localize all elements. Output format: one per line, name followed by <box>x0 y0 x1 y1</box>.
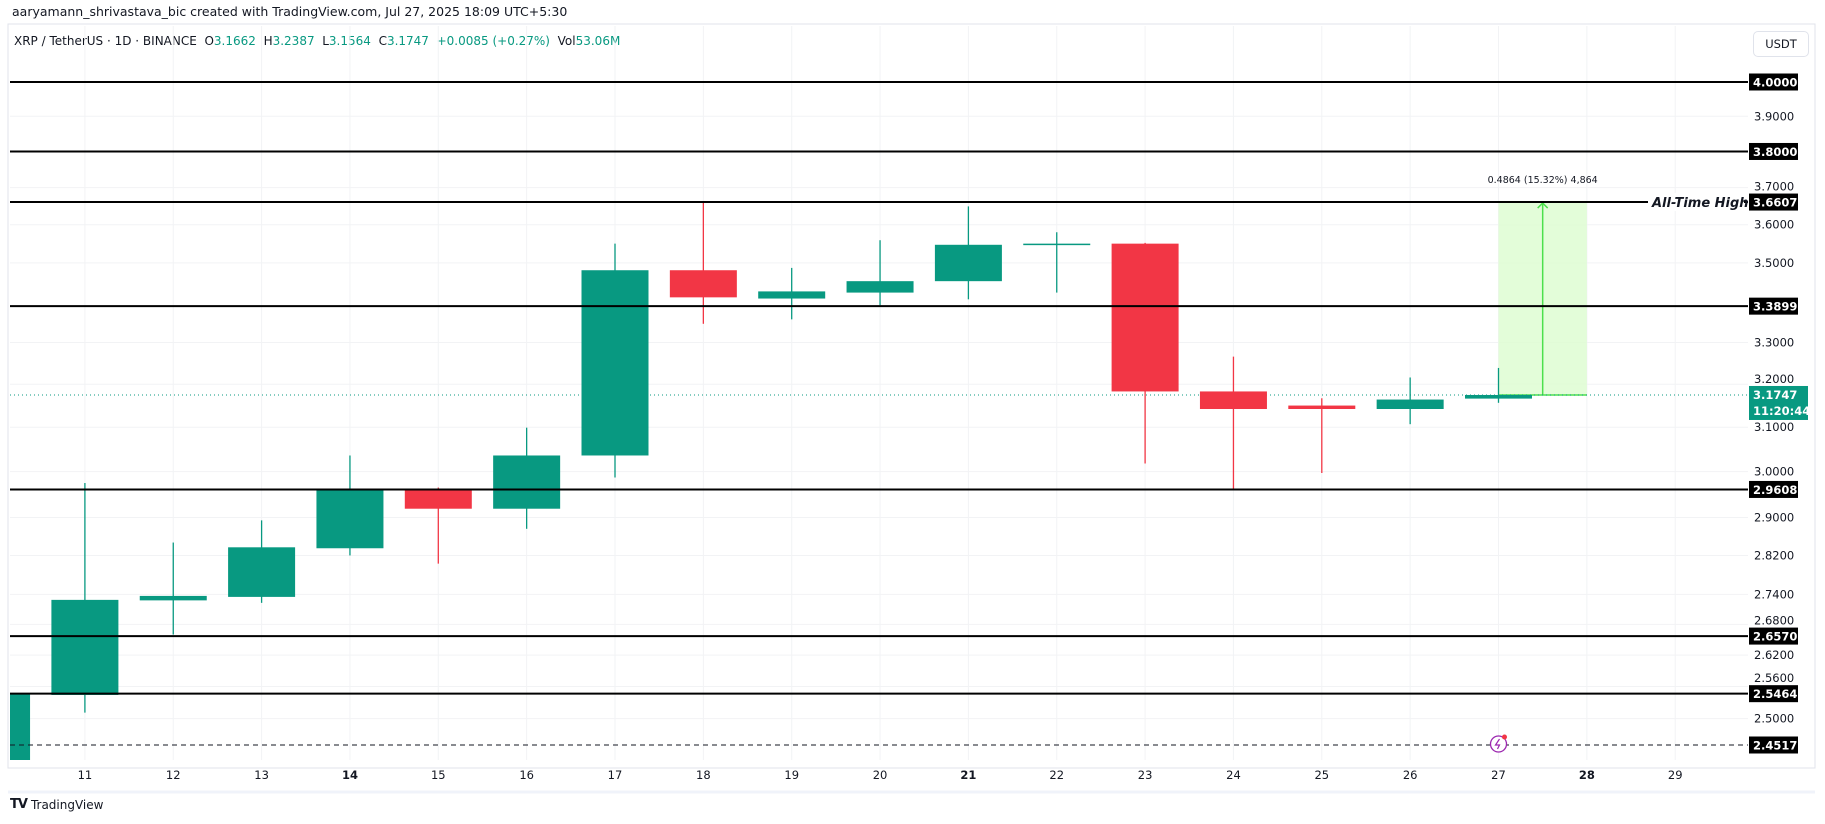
candle-body-up <box>10 693 31 760</box>
current-price-label: 3.1747 <box>1753 388 1797 402</box>
time-axis-tick: 24 <box>1226 768 1241 782</box>
price-axis-tick: 2.7400 <box>1754 587 1794 601</box>
time-axis-tick: 17 <box>608 768 623 782</box>
candle-body-up <box>846 281 914 293</box>
high-value: 3.2387 <box>272 34 315 48</box>
price-axis-tick: 2.5600 <box>1754 671 1794 685</box>
price-axis-tick: 2.5000 <box>1754 712 1794 726</box>
price-axis-tick: 3.3000 <box>1754 336 1794 350</box>
symbol-legend: XRP / TetherUS · 1D · BINANCE O3.1662 H3… <box>14 34 620 48</box>
time-axis-tick: 12 <box>166 768 181 782</box>
level-price-label: 3.6607 <box>1753 196 1797 210</box>
measure-label: 0.4864 (15.32%) 4,864 <box>1488 175 1598 186</box>
price-axis-tick: 2.6800 <box>1754 614 1794 628</box>
brand-name: TradingView <box>30 797 104 812</box>
price-axis-tick: 3.5000 <box>1754 256 1794 270</box>
level-price-label: 3.8000 <box>1753 145 1797 159</box>
event-marker-circle <box>1489 735 1508 753</box>
chart-credit: aaryamann_shrivastava_bic created with T… <box>12 4 568 19</box>
price-axis-tick: 2.8200 <box>1754 548 1794 562</box>
measure-arrow-head-icon <box>1537 201 1549 209</box>
tradingview-logo-icon: TV <box>10 797 28 812</box>
candle-body-down <box>669 270 737 298</box>
candle-body-down <box>404 489 472 509</box>
time-axis-tick: 11 <box>78 768 93 782</box>
price-axis-tick: 2.6200 <box>1754 648 1794 662</box>
time-axis-tick: 16 <box>519 768 534 782</box>
candle-body-up <box>316 489 384 549</box>
low-label: L <box>322 34 329 48</box>
price-axis-tick: 3.2000 <box>1754 372 1794 386</box>
candle-body-down <box>1288 405 1356 410</box>
time-axis-tick: 14 <box>342 768 358 782</box>
level-price-label: 2.9608 <box>1753 483 1797 497</box>
current-price-tag <box>1749 385 1808 420</box>
level-price-label: 4.0000 <box>1753 76 1797 90</box>
candle-body-up <box>758 291 826 299</box>
candle-body-up <box>493 455 561 509</box>
open-value: 3.1662 <box>213 34 256 48</box>
time-axis-tick: 21 <box>960 768 976 782</box>
time-axis-tick: 29 <box>1668 768 1683 782</box>
price-axis-tick: 3.7000 <box>1754 180 1794 194</box>
all-time-high-annotation: All-Time High <box>1651 196 1749 211</box>
level-price-label: 2.6570 <box>1753 630 1797 644</box>
volume-value: 53.06M <box>575 34 621 48</box>
time-axis-tick: 25 <box>1314 768 1329 782</box>
tradingview-brand[interactable]: TV TradingView <box>10 797 103 812</box>
level-price-tag <box>1749 297 1798 315</box>
time-axis-tick: 28 <box>1579 768 1595 782</box>
candle-body-down <box>1199 391 1267 410</box>
high-label: H <box>263 34 273 48</box>
open-label: O <box>204 34 214 48</box>
candle-body-up <box>1465 394 1532 399</box>
time-axis-tick: 19 <box>784 768 799 782</box>
time-axis-tick: 26 <box>1403 768 1418 782</box>
level-price-label: 3.3899 <box>1753 300 1797 314</box>
symbol-name[interactable]: XRP / TetherUS · 1D · BINANCE <box>14 34 197 48</box>
candle-body-up <box>581 270 649 456</box>
close-value: 3.1747 <box>386 34 429 48</box>
bar-countdown-label: 11:20:44 <box>1753 404 1810 418</box>
level-price-tag <box>1749 480 1798 498</box>
candle-body-up <box>139 595 207 601</box>
candle-body-up <box>51 599 119 695</box>
level-price-tag <box>1749 142 1798 160</box>
price-axis-tick: 3.6000 <box>1754 218 1794 232</box>
time-axis-tick: 15 <box>431 768 446 782</box>
change-value: +0.0085 (+0.27%) <box>436 34 550 48</box>
time-axis-tick: 23 <box>1138 768 1153 782</box>
candle-body-up <box>934 244 1002 282</box>
chart-pane <box>10 26 1748 760</box>
level-price-label: 2.4517 <box>1753 739 1797 753</box>
volume-label: Vol <box>557 34 576 48</box>
candle-body-up <box>1376 399 1444 410</box>
candle-body-down <box>1111 243 1179 392</box>
time-axis-tick: 27 <box>1491 768 1506 782</box>
time-axis-tick: 18 <box>696 768 711 782</box>
time-axis-tick: 13 <box>254 768 269 782</box>
candle-body-up <box>1023 243 1091 246</box>
level-price-tag <box>1749 193 1798 211</box>
event-marker-badge <box>1502 734 1507 740</box>
time-axis-tick: 22 <box>1049 768 1064 782</box>
price-axis-tick: 2.9000 <box>1754 511 1794 525</box>
level-price-tag <box>1749 627 1798 645</box>
level-price-tag <box>1749 685 1798 703</box>
candle-body-up <box>228 547 296 597</box>
level-price-label: 2.5464 <box>1753 687 1797 701</box>
price-axis-tick: 3.1000 <box>1754 420 1794 434</box>
price-axis-tick: 3.0000 <box>1754 465 1794 479</box>
lightning-icon <box>1494 738 1501 750</box>
currency-button[interactable]: USDT <box>1753 31 1809 57</box>
annotation-bg <box>1648 193 1744 212</box>
price-axis-tick: 3.9000 <box>1754 109 1794 123</box>
level-price-tag <box>1749 736 1798 754</box>
time-axis-tick: 20 <box>873 768 888 782</box>
chart-frame <box>7 23 1816 769</box>
level-price-tag <box>1749 73 1798 91</box>
close-label: C <box>378 34 387 48</box>
